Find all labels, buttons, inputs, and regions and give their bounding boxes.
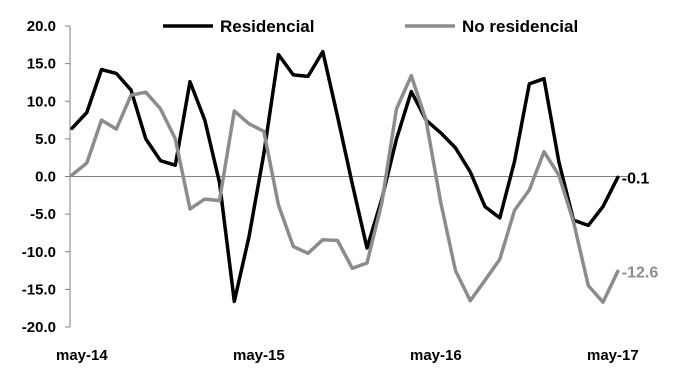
series-line-no-residencial bbox=[70, 73, 620, 304]
x-tick-label: may-16 bbox=[410, 347, 462, 364]
y-tick-label: 5.0 bbox=[35, 131, 56, 148]
x-tick-label: may-14 bbox=[56, 347, 108, 364]
y-tick-label: -10.0 bbox=[22, 244, 56, 261]
end-label-residencial: -0.1 bbox=[622, 170, 650, 187]
legend-label-no-residencial: No residencial bbox=[462, 17, 578, 36]
y-tick-label: -15.0 bbox=[22, 281, 56, 298]
y-tick-label: 0.0 bbox=[35, 169, 56, 186]
y-tick-label: -20.0 bbox=[22, 319, 56, 336]
x-tick-label: may-15 bbox=[233, 347, 285, 364]
end-label-no-residencial: -12.6 bbox=[622, 264, 659, 281]
series-group: -0.1 -12.6 bbox=[70, 49, 659, 304]
y-axis-ticks: 20.0 15.0 10.0 5.0 0.0 -5.0 -10.0 -15.0 -20.0 bbox=[22, 18, 70, 336]
x-axis-ticks: may-14 may-15 may-16 may-17 bbox=[56, 347, 639, 364]
x-tick-label: may-17 bbox=[587, 347, 639, 364]
y-tick-label: 15.0 bbox=[27, 56, 56, 73]
series-line-residencial bbox=[70, 49, 620, 304]
legend-label-residencial: Residencial bbox=[220, 17, 315, 36]
legend: Residencial No residencial bbox=[163, 17, 578, 36]
y-tick-label: 10.0 bbox=[27, 93, 56, 110]
y-tick-label: -5.0 bbox=[30, 206, 56, 223]
y-tick-label: 20.0 bbox=[27, 18, 56, 35]
